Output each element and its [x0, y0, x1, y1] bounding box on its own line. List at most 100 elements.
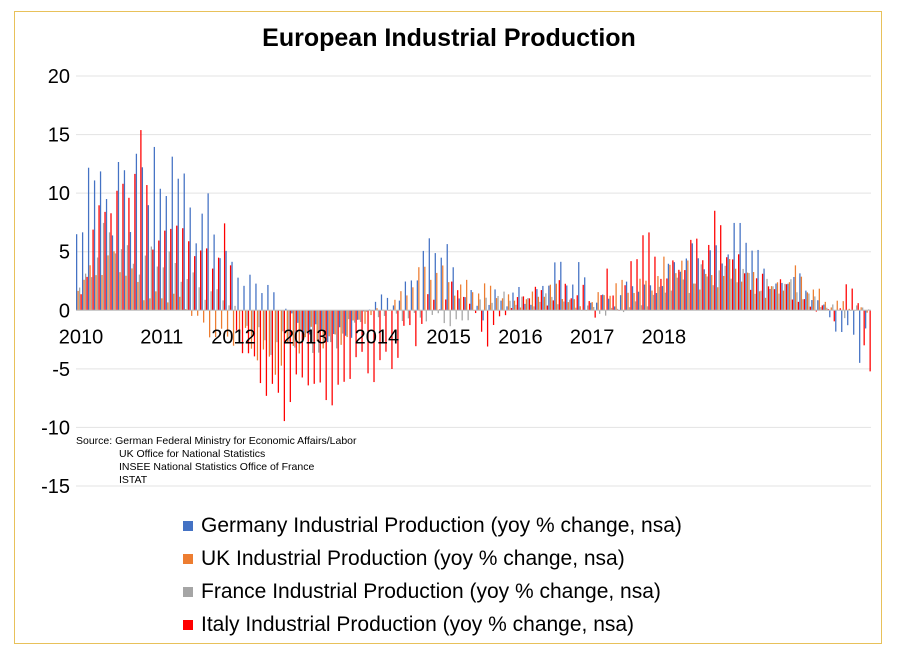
- bar: [588, 301, 590, 311]
- bar: [433, 299, 435, 311]
- bar: [749, 289, 752, 311]
- bar: [168, 251, 170, 311]
- bar: [498, 310, 501, 317]
- bar: [548, 285, 550, 311]
- bar: [303, 310, 305, 336]
- bar: [472, 292, 474, 311]
- bar: [448, 282, 450, 311]
- bar: [415, 310, 417, 347]
- bar: [693, 283, 695, 311]
- bar: [597, 292, 599, 311]
- bar: [400, 291, 402, 311]
- bar: [827, 309, 829, 311]
- bar: [596, 302, 598, 311]
- bar: [726, 257, 728, 311]
- bar: [244, 310, 247, 328]
- bar: [412, 287, 414, 311]
- bar: [616, 308, 619, 311]
- bar: [346, 310, 348, 338]
- bar: [486, 310, 489, 347]
- bar: [742, 268, 744, 311]
- bar: [277, 310, 280, 393]
- bar: [258, 310, 260, 328]
- bar: [101, 274, 103, 311]
- bar: [835, 310, 837, 332]
- bar: [467, 310, 469, 321]
- bar: [697, 258, 699, 311]
- bar: [566, 285, 568, 311]
- bar: [310, 310, 312, 327]
- bar: [431, 310, 433, 315]
- bar: [739, 222, 741, 311]
- series-2: [78, 222, 870, 355]
- bar: [322, 310, 324, 349]
- bar: [779, 279, 782, 311]
- bar: [800, 276, 803, 311]
- bar: [670, 290, 673, 311]
- bar: [811, 300, 813, 311]
- bar: [627, 292, 629, 311]
- bar: [386, 297, 389, 311]
- bar: [117, 162, 120, 311]
- bar: [397, 310, 399, 358]
- bar: [421, 310, 423, 324]
- bar: [818, 288, 820, 311]
- y-tick-label: 0: [59, 300, 70, 322]
- bar: [512, 292, 514, 311]
- bar: [748, 273, 750, 311]
- bar: [758, 291, 761, 311]
- bar: [663, 256, 665, 311]
- bar: [479, 299, 481, 311]
- bar: [394, 299, 396, 311]
- bar: [231, 261, 233, 311]
- bar: [767, 286, 770, 311]
- bar: [255, 283, 257, 311]
- bar: [492, 310, 495, 326]
- bar: [558, 280, 560, 311]
- bar: [612, 295, 614, 311]
- bar: [506, 306, 508, 311]
- bar: [200, 250, 202, 311]
- bar: [645, 280, 647, 311]
- bar: [401, 310, 404, 322]
- bar: [770, 286, 773, 311]
- bar: [280, 310, 282, 366]
- bar: [340, 310, 342, 345]
- bar: [815, 310, 817, 312]
- bar: [778, 293, 780, 311]
- bar: [797, 301, 800, 311]
- bar: [714, 210, 716, 311]
- bar: [119, 272, 121, 311]
- bar: [259, 310, 262, 384]
- bar: [264, 310, 266, 341]
- bar: [754, 293, 756, 311]
- bar: [522, 296, 525, 311]
- bar: [333, 310, 335, 335]
- bar: [353, 310, 356, 323]
- bar: [590, 302, 592, 311]
- bar: [555, 283, 557, 311]
- bar: [126, 245, 129, 311]
- bar: [407, 310, 410, 319]
- bar: [164, 230, 166, 311]
- bar: [283, 310, 285, 422]
- bar: [162, 267, 164, 311]
- bar: [549, 284, 551, 311]
- bar: [222, 300, 224, 311]
- bar: [325, 310, 327, 401]
- bar: [500, 300, 502, 311]
- bar: [607, 298, 610, 311]
- bar: [324, 310, 326, 338]
- bar: [464, 297, 466, 311]
- bar: [763, 268, 765, 311]
- bar: [122, 183, 124, 311]
- bar: [727, 254, 729, 311]
- y-tick-label: 5: [59, 242, 70, 264]
- bar: [582, 284, 584, 311]
- bar: [377, 310, 380, 318]
- bar: [666, 278, 668, 311]
- bar: [261, 293, 263, 311]
- bar: [392, 305, 395, 311]
- bar: [700, 264, 702, 311]
- bar: [619, 295, 622, 311]
